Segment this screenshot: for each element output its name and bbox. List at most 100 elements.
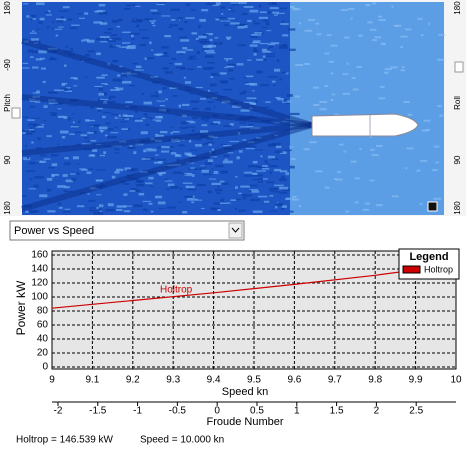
legend-title: Legend [409,251,448,263]
x2-tick-label: 2.5 [409,406,423,417]
wave-speckle [400,69,405,72]
wave-image-near [290,2,444,215]
x2-tick-label: -2 [54,406,63,417]
wave-speckle [229,123,234,126]
wave-speckle [219,80,229,84]
wave-speckle [260,155,263,158]
wave-speckle [56,143,60,145]
wave-speckle [152,24,156,27]
wave-speckle [271,80,276,83]
wave-speckle [139,43,147,47]
wave-speckle [110,89,120,91]
wave-speckle [164,71,173,74]
wave-speckle [241,193,244,196]
wave-speckle [253,40,261,43]
wave-speckle [30,130,36,133]
wave-speckle [31,117,41,119]
wave-speckle [144,18,153,21]
wave-speckle [22,131,27,135]
wave-speckle [107,203,114,207]
wave-speckle [187,188,197,191]
wave-speckle [195,37,199,40]
wave-speckle [174,62,183,66]
wave-speckle [351,76,356,79]
wave-speckle [211,168,214,170]
wave-speckle [45,14,53,16]
x-axis-title: Speed kn [222,386,268,398]
wave-speckle [191,129,195,133]
x-tick-label: 9.1 [85,375,99,386]
wave-speckle [132,3,136,6]
wave-speckle [235,176,238,178]
wave-speckle [269,7,279,10]
wave-speckle [134,110,138,113]
wave-speckle [214,188,223,192]
wave-speckle [158,90,162,94]
wave-speckle [196,183,206,187]
roll-scale: 180 Roll 90 180 [453,1,462,215]
wave-speckle [155,91,158,94]
wave-speckle [57,115,65,119]
wave-speckle [96,37,104,41]
wave-speckle [202,47,209,51]
wave-speckle [260,106,269,109]
wave-speckle [63,115,68,119]
wave-speckle [184,152,192,155]
x-tick-label: 9.5 [247,375,261,386]
wave-speckle [190,9,197,11]
wave-speckle [223,88,232,91]
wave-speckle [234,207,238,210]
wave-speckle [29,19,33,21]
wave-speckle [248,123,254,126]
wave-speckle [437,58,445,61]
roll-slider[interactable] [454,61,464,73]
wave-speckle [87,193,90,195]
wave-speckle [137,179,144,183]
wave-speckle [103,151,107,154]
wave-speckle [193,168,203,170]
wave-speckle [263,200,270,203]
wave-speckle [169,185,179,189]
chart-selector[interactable] [9,220,245,241]
wave-speckle [64,50,74,53]
wave-speckle [99,41,108,43]
wave-speckle [290,6,295,9]
wave-speckle [22,62,29,65]
wave-speckle [86,171,92,174]
wave-speckle [122,42,131,44]
wave-speckle [121,46,130,48]
wave-speckle [60,88,69,92]
wave-speckle [364,202,370,205]
wave-speckle [266,30,272,32]
wave-speckle [29,56,34,58]
wave-speckle [50,114,57,117]
wave-speckle [248,184,258,187]
pitch-slider[interactable] [11,107,21,119]
pitch-scale-label: -90 [3,59,12,71]
wave-speckle [253,22,260,25]
wave-speckle [95,179,104,181]
legend[interactable] [398,248,460,280]
dropdown-button[interactable] [228,222,243,239]
wave-speckle [292,195,297,198]
wave-speckle [123,210,131,213]
wave-speckle [109,95,116,98]
wave-speckle [339,143,344,146]
wave-speckle [279,186,289,190]
roll-scale-label: Roll [453,96,462,110]
wave-speckle [213,202,220,205]
wave-speckle [95,154,100,157]
wave-speckle [365,4,371,7]
wave-speckle [195,86,203,89]
wave-speckle [59,10,69,12]
wave-speckle [153,161,162,164]
view-button[interactable] [427,201,438,212]
wave-speckle [24,145,28,147]
wave-speckle [207,191,213,194]
wave-speckle [176,50,186,54]
wave-speckle [378,15,383,18]
wave-speckle [166,206,177,209]
wave-speckle [400,35,408,38]
wave-speckle [113,45,121,47]
line-label: Holtrop [160,285,193,296]
